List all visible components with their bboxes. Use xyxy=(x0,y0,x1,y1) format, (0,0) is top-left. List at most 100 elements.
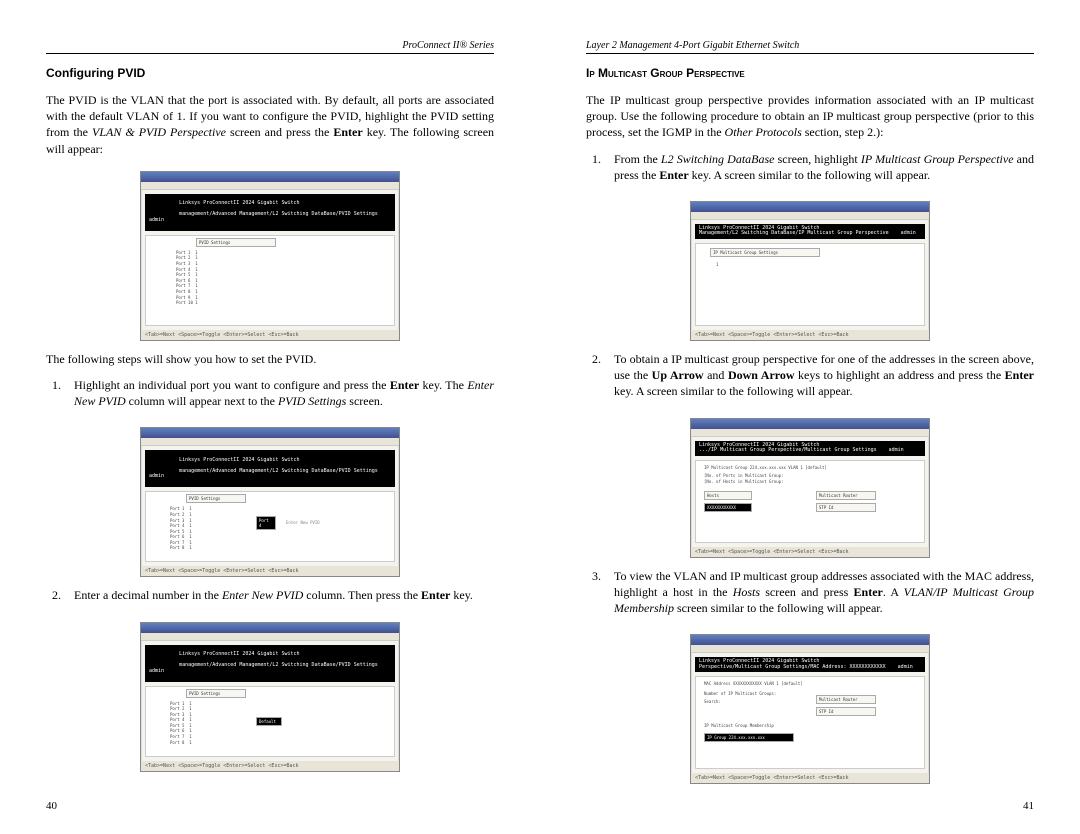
text: and xyxy=(704,368,728,382)
step-3: 3. To view the VLAN and IP multicast gro… xyxy=(614,568,1034,617)
step-number: 2. xyxy=(52,587,61,603)
right-steps-list-cont1: 2. To obtain a IP multicast group perspe… xyxy=(586,351,1034,406)
step-2: 2. To obtain a IP multicast group perspe… xyxy=(614,351,1034,400)
screenshot-wrap: Linksys ProConnectII 2024 Gigabit Switch… xyxy=(586,634,1034,784)
port-list: Port 1 1Port 2 1Port 3 1Port 4 1Port 5 1… xyxy=(176,250,198,306)
page-spread: ProConnect II® Series Configuring PVID T… xyxy=(0,0,1080,834)
text: keys to highlight an address and press t… xyxy=(795,368,1005,382)
ip-multicast-perspective-screenshot: Linksys ProConnectII 2024 Gigabit Switch… xyxy=(690,201,930,341)
selected-group-highlight: IP Group 224.xxx.xxx.xxx xyxy=(704,733,794,742)
text-bold: Up Arrow xyxy=(652,368,704,382)
stp-id-box: STP Id xyxy=(816,707,876,716)
text: column. Then press the xyxy=(303,588,421,602)
group-entry: 1 xyxy=(716,262,718,268)
text: screen similar to the following will app… xyxy=(674,601,883,615)
right-intro-para: The IP multicast group perspective provi… xyxy=(586,92,1034,141)
detail-line: MAC Address XXXXXXXXXXXX VLAN 1 [default… xyxy=(704,681,803,687)
detail-line: IP Multicast Group 224.xxx.xxx.xxx VLAN … xyxy=(704,465,827,471)
text-italic: VLAN & PVID Perspective xyxy=(92,125,226,139)
pvid-settings-label: PVID Settings xyxy=(186,689,246,698)
pvid-settings-label: PVID Settings xyxy=(186,494,246,503)
terminal-header: Linksys ProConnectII 2024 Gigabit Switch… xyxy=(145,450,395,487)
pvid-settings-label: PVID Settings xyxy=(196,238,276,247)
left-intro-para: The PVID is the VLAN that the port is as… xyxy=(46,92,494,157)
terminal-header: Linksys ProConnectII 2024 Gigabit Switch… xyxy=(145,645,395,682)
detail-line: [No. of Ports in Multicast Group: xyxy=(704,473,783,479)
right-page: Layer 2 Management 4-Port Gigabit Ethern… xyxy=(540,0,1080,834)
text-bold: Enter xyxy=(854,585,883,599)
text-italic: Other Protocols xyxy=(725,125,802,139)
window-titlebar xyxy=(691,419,929,429)
text-bold: Enter xyxy=(1005,368,1034,382)
text: Linksys ProConnectII 2024 Gigabit Switch xyxy=(179,200,299,206)
right-steps-list-cont2: 3. To view the VLAN and IP multicast gro… xyxy=(586,568,1034,623)
selected-host-highlight: XXXXXXXXXXXX xyxy=(704,503,752,512)
text: key. A screen similar to the following w… xyxy=(614,384,853,398)
text: management/Advanced Management/L2 Switch… xyxy=(149,662,402,674)
pvid-entered-screenshot: Linksys ProConnectII 2024 Gigabit Switch… xyxy=(140,622,400,772)
left-page-number: 40 xyxy=(46,800,57,812)
text: screen and press xyxy=(760,585,853,599)
terminal-header: Linksys ProConnectII 2024 Gigabit Switch… xyxy=(695,224,925,239)
port-list: Port 1 1Port 2 1Port 3 1Port 4 1Port 5 1… xyxy=(170,506,192,551)
screenshot-wrap: Linksys ProConnectII 2024 Gigabit Switch… xyxy=(46,622,494,772)
text-italic: IP Multicast Group Perspective xyxy=(861,152,1014,166)
text-italic: Enter New PVID xyxy=(222,588,303,602)
right-section-title: Ip Multicast Group Perspective xyxy=(586,66,1034,80)
text-bold: Enter xyxy=(390,378,419,392)
terminal-footer: <Tab>=Next <Space>=Toggle <Enter>=Select… xyxy=(141,761,399,771)
step-1: 1. Highlight an individual port you want… xyxy=(74,377,494,409)
text: Linksys ProConnectII 2024 Gigabit Switch xyxy=(179,457,299,463)
window-titlebar xyxy=(691,202,929,212)
enter-new-pvid-label: Enter New PVID xyxy=(286,520,320,526)
hosts-box: Hosts xyxy=(704,491,752,500)
window-toolbar xyxy=(141,182,399,190)
right-running-header: Layer 2 Management 4-Port Gigabit Ethern… xyxy=(586,40,1034,54)
text: key. xyxy=(450,588,473,602)
screenshot-wrap: Linksys ProConnectII 2024 Gigabit Switch… xyxy=(46,427,494,577)
step-number: 1. xyxy=(52,377,61,393)
enter-new-pvid-screenshot: Linksys ProConnectII 2024 Gigabit Switch… xyxy=(140,427,400,577)
text: From the xyxy=(614,152,661,166)
text: screen. xyxy=(346,394,383,408)
terminal-footer: <Tab>=Next <Space>=Toggle <Enter>=Select… xyxy=(691,330,929,340)
text: management/Advanced Management/L2 Switch… xyxy=(149,211,402,223)
right-steps-list: 1. From the L2 Switching DataBase screen… xyxy=(586,151,1034,189)
text-italic: L2 Switching DataBase xyxy=(661,152,775,166)
screenshot-wrap: Linksys ProConnectII 2024 Gigabit Switch… xyxy=(46,171,494,341)
terminal-body: PVID Settings Port 1 1Port 2 1Port 3 1Po… xyxy=(145,235,395,326)
detail-line: Number of IP Multicast Groups: xyxy=(704,691,776,697)
terminal-body: MAC Address XXXXXXXXXXXX VLAN 1 [default… xyxy=(695,676,925,769)
text-bold: Enter xyxy=(421,588,450,602)
left-running-header: ProConnect II® Series xyxy=(46,40,494,54)
terminal-footer: <Tab>=Next <Space>=Toggle <Enter>=Select… xyxy=(691,547,929,557)
text-bold: Down Arrow xyxy=(728,368,795,382)
text-italic: PVID Settings xyxy=(278,394,346,408)
text: key. The xyxy=(419,378,467,392)
text-bold: Enter xyxy=(659,168,688,182)
terminal-footer: <Tab>=Next <Space>=Toggle <Enter>=Select… xyxy=(141,566,399,576)
step-number: 2. xyxy=(592,351,601,367)
text: Enter a decimal number in the xyxy=(74,588,222,602)
terminal-body: PVID Settings Port 1 1Port 2 1Port 3 1Po… xyxy=(145,491,395,562)
window-titlebar xyxy=(691,635,929,645)
step-number: 3. xyxy=(592,568,601,584)
terminal-header: Linksys ProConnectII 2024 Gigabit Switch… xyxy=(695,657,925,672)
text: Linksys ProConnectII 2024 Gigabit Switch xyxy=(179,651,299,657)
text-italic: Hosts xyxy=(733,585,760,599)
terminal-footer: <Tab>=Next <Space>=Toggle <Enter>=Select… xyxy=(141,330,399,340)
window-titlebar xyxy=(141,172,399,182)
text: Highlight an individual port you want to… xyxy=(74,378,390,392)
pvid-settings-screenshot: Linksys ProConnectII 2024 Gigabit Switch… xyxy=(140,171,400,341)
window-toolbar xyxy=(141,633,399,641)
step-1: 1. From the L2 Switching DataBase screen… xyxy=(614,151,1034,183)
text: management/Advanced Management/L2 Switch… xyxy=(149,468,402,480)
detail-line: Search: xyxy=(704,699,721,705)
new-pvid-value: Default xyxy=(256,717,282,726)
window-toolbar xyxy=(691,212,929,220)
text: screen, highlight xyxy=(775,152,861,166)
port-list: Port 1 1Port 2 1Port 3 1Port 4 1Port 5 1… xyxy=(170,701,192,746)
window-titlebar xyxy=(141,623,399,633)
text-bold: Enter xyxy=(333,125,362,139)
text: key. A screen similar to the following w… xyxy=(689,168,931,182)
